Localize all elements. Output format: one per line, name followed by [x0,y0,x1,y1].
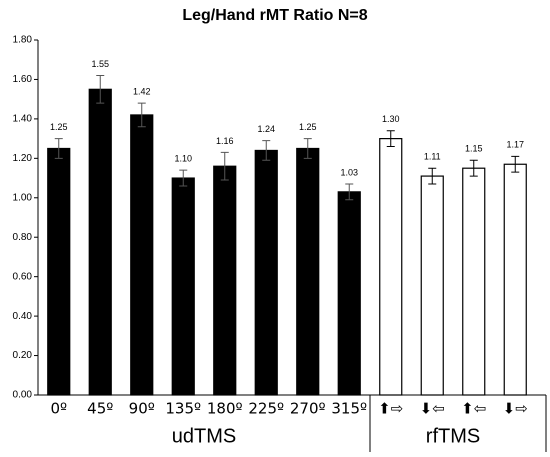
bar [379,138,403,396]
value-label: 1.30 [382,114,400,124]
value-label: 1.24 [257,124,275,134]
y-tick-label: 1.60 [13,74,33,85]
value-label: 1.42 [133,86,151,96]
x-tick-label: 135º [165,400,201,418]
value-label: 1.15 [465,144,483,154]
chart-title: Leg/Hand rMT Ratio N=8 [182,7,367,24]
x-tick-label: 90º [129,400,155,418]
x-tick-label: ⬆⇨ [378,400,403,418]
error-bar [511,155,520,173]
y-tick-label: 0.20 [13,350,33,361]
error-bar [220,151,229,181]
y-tick-label: 1.20 [13,153,33,164]
value-label: 1.17 [506,140,524,150]
x-tick-label: ⬆⇦ [461,400,486,418]
bar [47,147,71,396]
y-tick-label: 0.80 [13,232,33,243]
error-bar [386,130,395,147]
bar [462,167,486,396]
error-bar [137,102,146,128]
x-tick-label: 225º [248,400,284,418]
y-tick-label: 0.40 [13,311,33,322]
bar [213,165,237,396]
bar [254,149,278,396]
error-bar [428,167,437,185]
x-tick-label: 270º [290,400,326,418]
y-tick-label: 1.00 [13,192,33,203]
error-bar [469,159,478,177]
bar [503,163,527,396]
x-tick-label: ⬇⇦ [420,400,445,418]
error-bar [303,138,312,159]
group-label: udTMS [172,425,236,447]
error-bar [179,169,188,187]
bar [88,88,112,396]
bar [171,177,195,396]
group-label: rfTMS [426,425,480,447]
error-bar [262,140,271,161]
y-tick-label: 0.60 [13,271,33,282]
error-bar [96,75,105,104]
y-tick-label: 0.00 [13,390,33,401]
x-tick-label: 180º [207,400,243,418]
bar [130,114,154,396]
value-label: 1.11 [424,152,441,162]
x-tick-label: 315º [331,400,367,418]
x-tick-label: 45º [87,400,113,418]
bar [420,175,444,396]
value-label: 1.25 [299,122,317,132]
value-label: 1.16 [216,136,234,146]
y-tick-label: 1.80 [13,35,33,46]
x-tick-label: ⬇⇨ [503,400,528,418]
value-label: 1.25 [50,122,68,132]
error-bar [54,138,63,159]
bar [337,191,361,396]
value-label: 1.10 [174,154,192,164]
value-label: 1.03 [340,167,358,177]
x-tick-label: 0º [50,400,67,418]
y-tick-label: 1.40 [13,114,33,125]
error-bar [345,183,354,201]
value-label: 1.55 [91,59,109,69]
bar [296,147,320,396]
